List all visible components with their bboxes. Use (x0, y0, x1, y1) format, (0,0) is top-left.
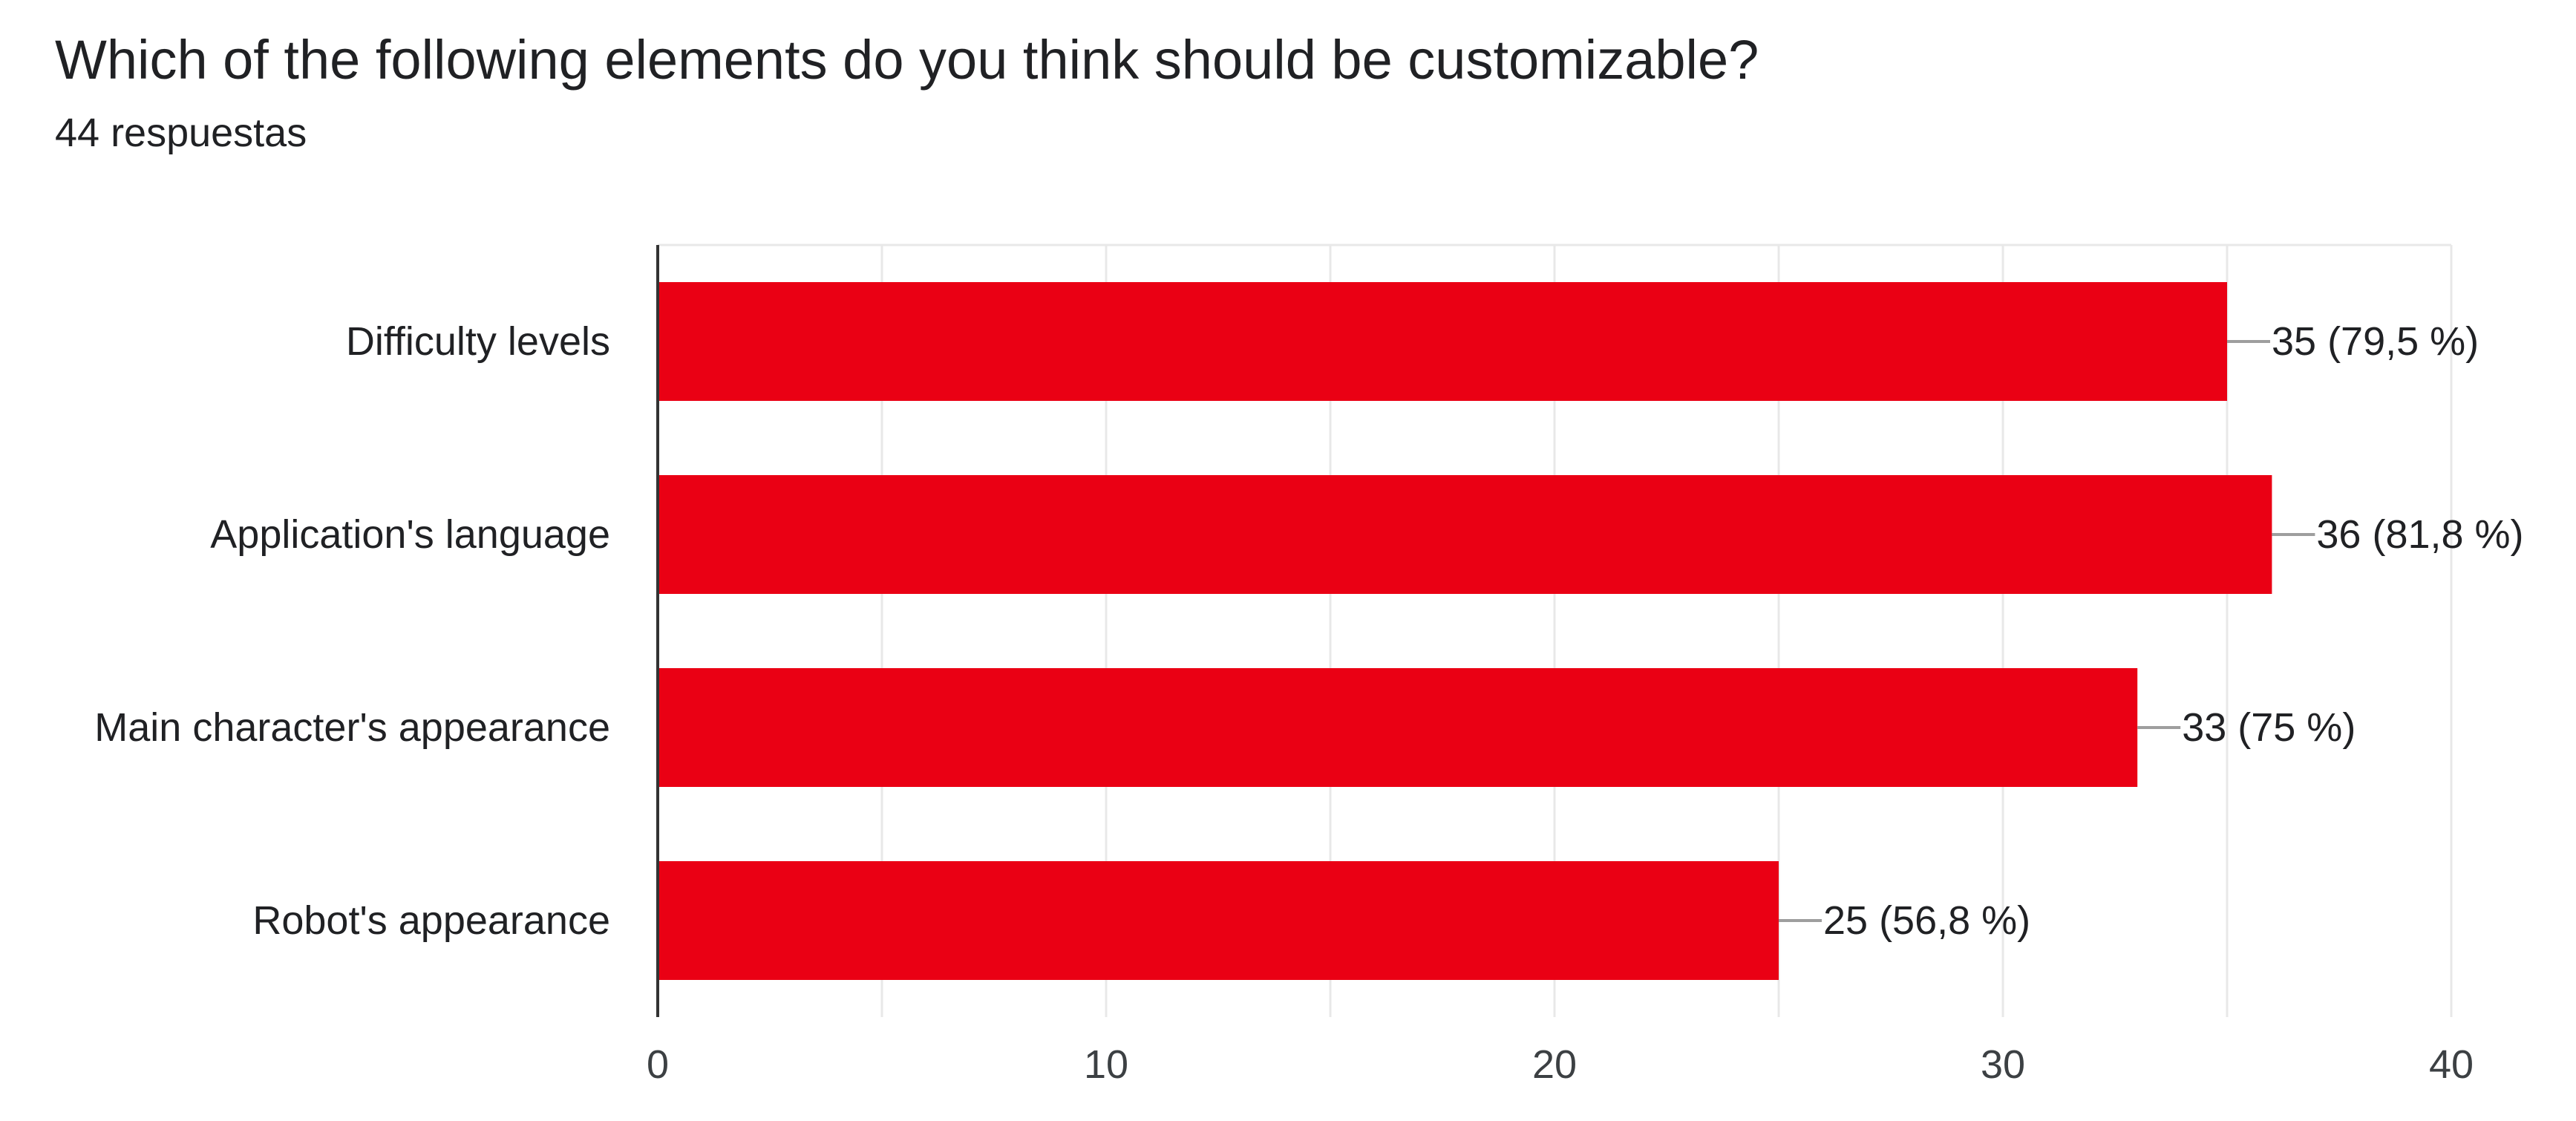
category-label: Main character's appearance (94, 705, 610, 750)
category-label: Robot's appearance (252, 898, 610, 943)
x-tick-label: 10 (1084, 1042, 1128, 1087)
category-label: Difficulty levels (346, 319, 610, 364)
category-label: Application's language (210, 512, 610, 557)
x-tick-label: 40 (2429, 1042, 2474, 1087)
bar (658, 861, 1779, 980)
x-tick-label: 0 (647, 1042, 669, 1087)
data-label: 36 (81,8 %) (2316, 512, 2523, 557)
data-label: 35 (79,5 %) (2272, 319, 2479, 364)
bar (658, 475, 2272, 594)
data-label: 33 (75 %) (2182, 705, 2356, 750)
chart-title: Which of the following elements do you t… (55, 29, 1759, 91)
response-count: 44 respuestas (55, 111, 307, 155)
data-label: 25 (56,8 %) (1823, 898, 2030, 943)
bar (658, 282, 2227, 401)
x-tick-label: 30 (1981, 1042, 2025, 1087)
x-tick-label: 20 (1532, 1042, 1577, 1087)
bar (658, 668, 2138, 787)
